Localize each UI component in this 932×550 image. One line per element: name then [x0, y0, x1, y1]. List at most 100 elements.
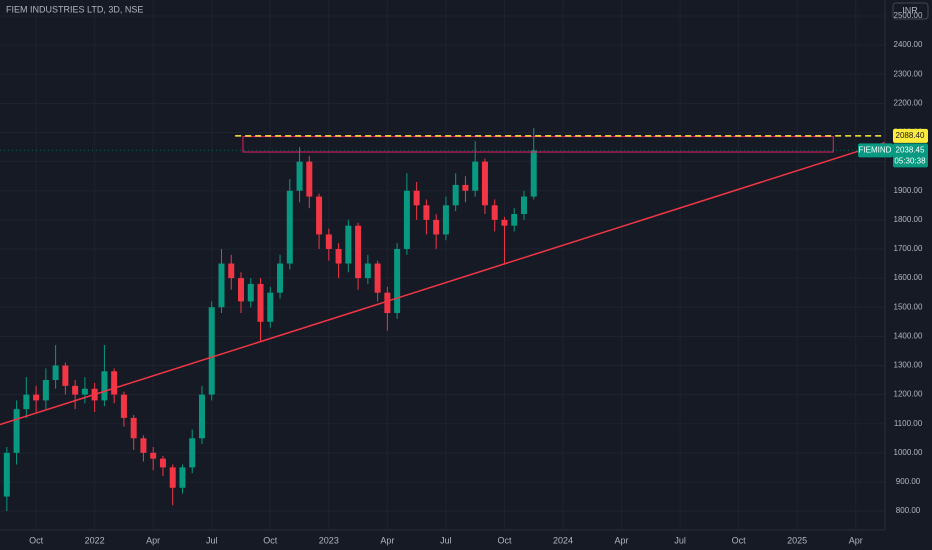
x-tick-label: Jul	[440, 535, 452, 545]
candle-body	[52, 365, 59, 381]
candle-body	[374, 263, 381, 293]
plot	[0, 128, 886, 512]
y-tick-label: 1100.00	[894, 419, 923, 428]
y-tick-label: 2500.00	[894, 11, 923, 20]
y-tick-label: 1600.00	[894, 273, 923, 282]
candle-body	[345, 225, 352, 264]
candle-body	[218, 263, 225, 308]
candle-body	[150, 452, 157, 459]
y-tick-label: 1500.00	[894, 302, 923, 311]
x-tick-label: 2025	[787, 535, 807, 545]
candle-body	[33, 394, 40, 401]
x-tick-label: Oct	[732, 535, 747, 545]
currency-button[interactable]	[892, 2, 929, 20]
candle-body	[511, 214, 518, 226]
y-tick-label: 1200.00	[894, 390, 923, 399]
candle-body	[13, 409, 20, 453]
candle-body	[423, 205, 430, 220]
grid	[0, 0, 885, 530]
y-tick-label: 1900.00	[894, 186, 923, 195]
candle-body	[433, 219, 440, 235]
candle-body	[306, 161, 313, 197]
candle-body	[189, 438, 196, 468]
x-tick-label: Apr	[849, 535, 863, 545]
candle-body	[316, 196, 323, 235]
y-tick-label: 1000.00	[894, 448, 923, 457]
x-tick-label: Oct	[29, 535, 44, 545]
candle-body	[140, 438, 147, 453]
y-tick-label: 1300.00	[894, 361, 923, 370]
candle-body	[364, 263, 371, 279]
y-tick-label: 900.00	[896, 477, 921, 486]
x-tick-label: Jul	[206, 535, 218, 545]
candle-body	[198, 394, 205, 439]
candle-body	[335, 248, 342, 264]
candle-body	[81, 388, 88, 395]
resistance-price-label: 2088.40	[896, 131, 925, 140]
candle-body	[42, 380, 49, 401]
candle-body	[3, 452, 10, 497]
x-tick-label: 2022	[85, 535, 105, 545]
candle-body	[277, 263, 284, 293]
candle-body	[481, 161, 488, 206]
y-tick-label: 1400.00	[894, 331, 923, 340]
candle-body	[520, 196, 527, 215]
last-price-box	[893, 143, 928, 168]
x-tick-label: Oct	[497, 535, 512, 545]
candle-body	[228, 263, 235, 279]
y-tick-label: 2300.00	[894, 69, 923, 78]
candle-body	[247, 283, 254, 302]
candle-body	[120, 394, 127, 418]
x-tick-label: 2023	[319, 535, 339, 545]
candle-body	[355, 225, 362, 279]
currency[interactable]: INR	[902, 5, 918, 15]
last-price-label: 2038.45	[896, 146, 925, 155]
x-tick-label: 2024	[553, 535, 573, 545]
candle-body	[491, 205, 498, 220]
candle-body	[325, 234, 332, 249]
y-tick-label: 800.00	[896, 506, 921, 515]
candle-body	[257, 283, 264, 322]
candle-body	[238, 278, 245, 302]
ticker-label: FIEMIND	[859, 146, 892, 155]
y-tick-label: 1800.00	[894, 215, 923, 224]
x-tick-label: Apr	[615, 535, 629, 545]
candle-body	[384, 292, 391, 314]
candle-body	[101, 371, 108, 401]
x-tick-label: Oct	[263, 535, 278, 545]
candle-body	[501, 219, 508, 226]
y-tick-label: 1700.00	[894, 244, 923, 253]
candle-body	[413, 190, 420, 206]
candle-body	[267, 292, 274, 322]
candle-body	[296, 161, 303, 191]
candle-body	[530, 150, 537, 197]
candle-body	[62, 365, 69, 386]
y-tick-label: 2200.00	[894, 98, 923, 107]
chart-title: FIEM INDUSTRIES LTD, 3D, NSE	[6, 4, 143, 14]
ticker-box	[858, 143, 893, 158]
candle-body	[111, 371, 118, 395]
x-tick-label: Apr	[380, 535, 394, 545]
candle-body	[442, 205, 449, 235]
candle-body	[286, 190, 293, 264]
candle-body	[208, 307, 215, 395]
candle-body	[462, 184, 469, 191]
candle-body	[159, 458, 166, 468]
candle-body	[23, 394, 30, 410]
x-tick-label: Apr	[146, 535, 160, 545]
candle-body	[472, 161, 479, 191]
trendline	[0, 141, 886, 426]
candle-body	[72, 385, 79, 395]
candle-body	[179, 467, 186, 488]
candle-body	[130, 417, 137, 439]
y-tick-label: 2400.00	[894, 40, 923, 49]
candle-body	[169, 467, 176, 488]
countdown-label: 05:30:38	[894, 157, 926, 166]
candle-body	[403, 190, 410, 249]
resistance-price-box	[893, 128, 928, 143]
x-tick-label: Jul	[674, 535, 686, 545]
